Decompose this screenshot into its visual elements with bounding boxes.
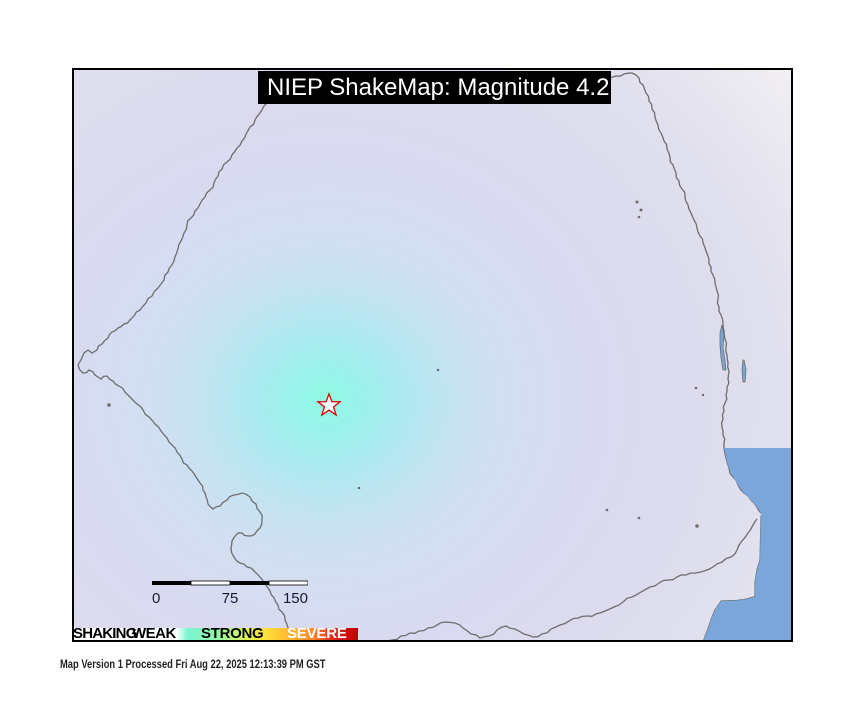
svg-text:75: 75: [222, 590, 239, 607]
svg-text:150: 150: [283, 590, 308, 607]
svg-text:0: 0: [152, 590, 160, 607]
